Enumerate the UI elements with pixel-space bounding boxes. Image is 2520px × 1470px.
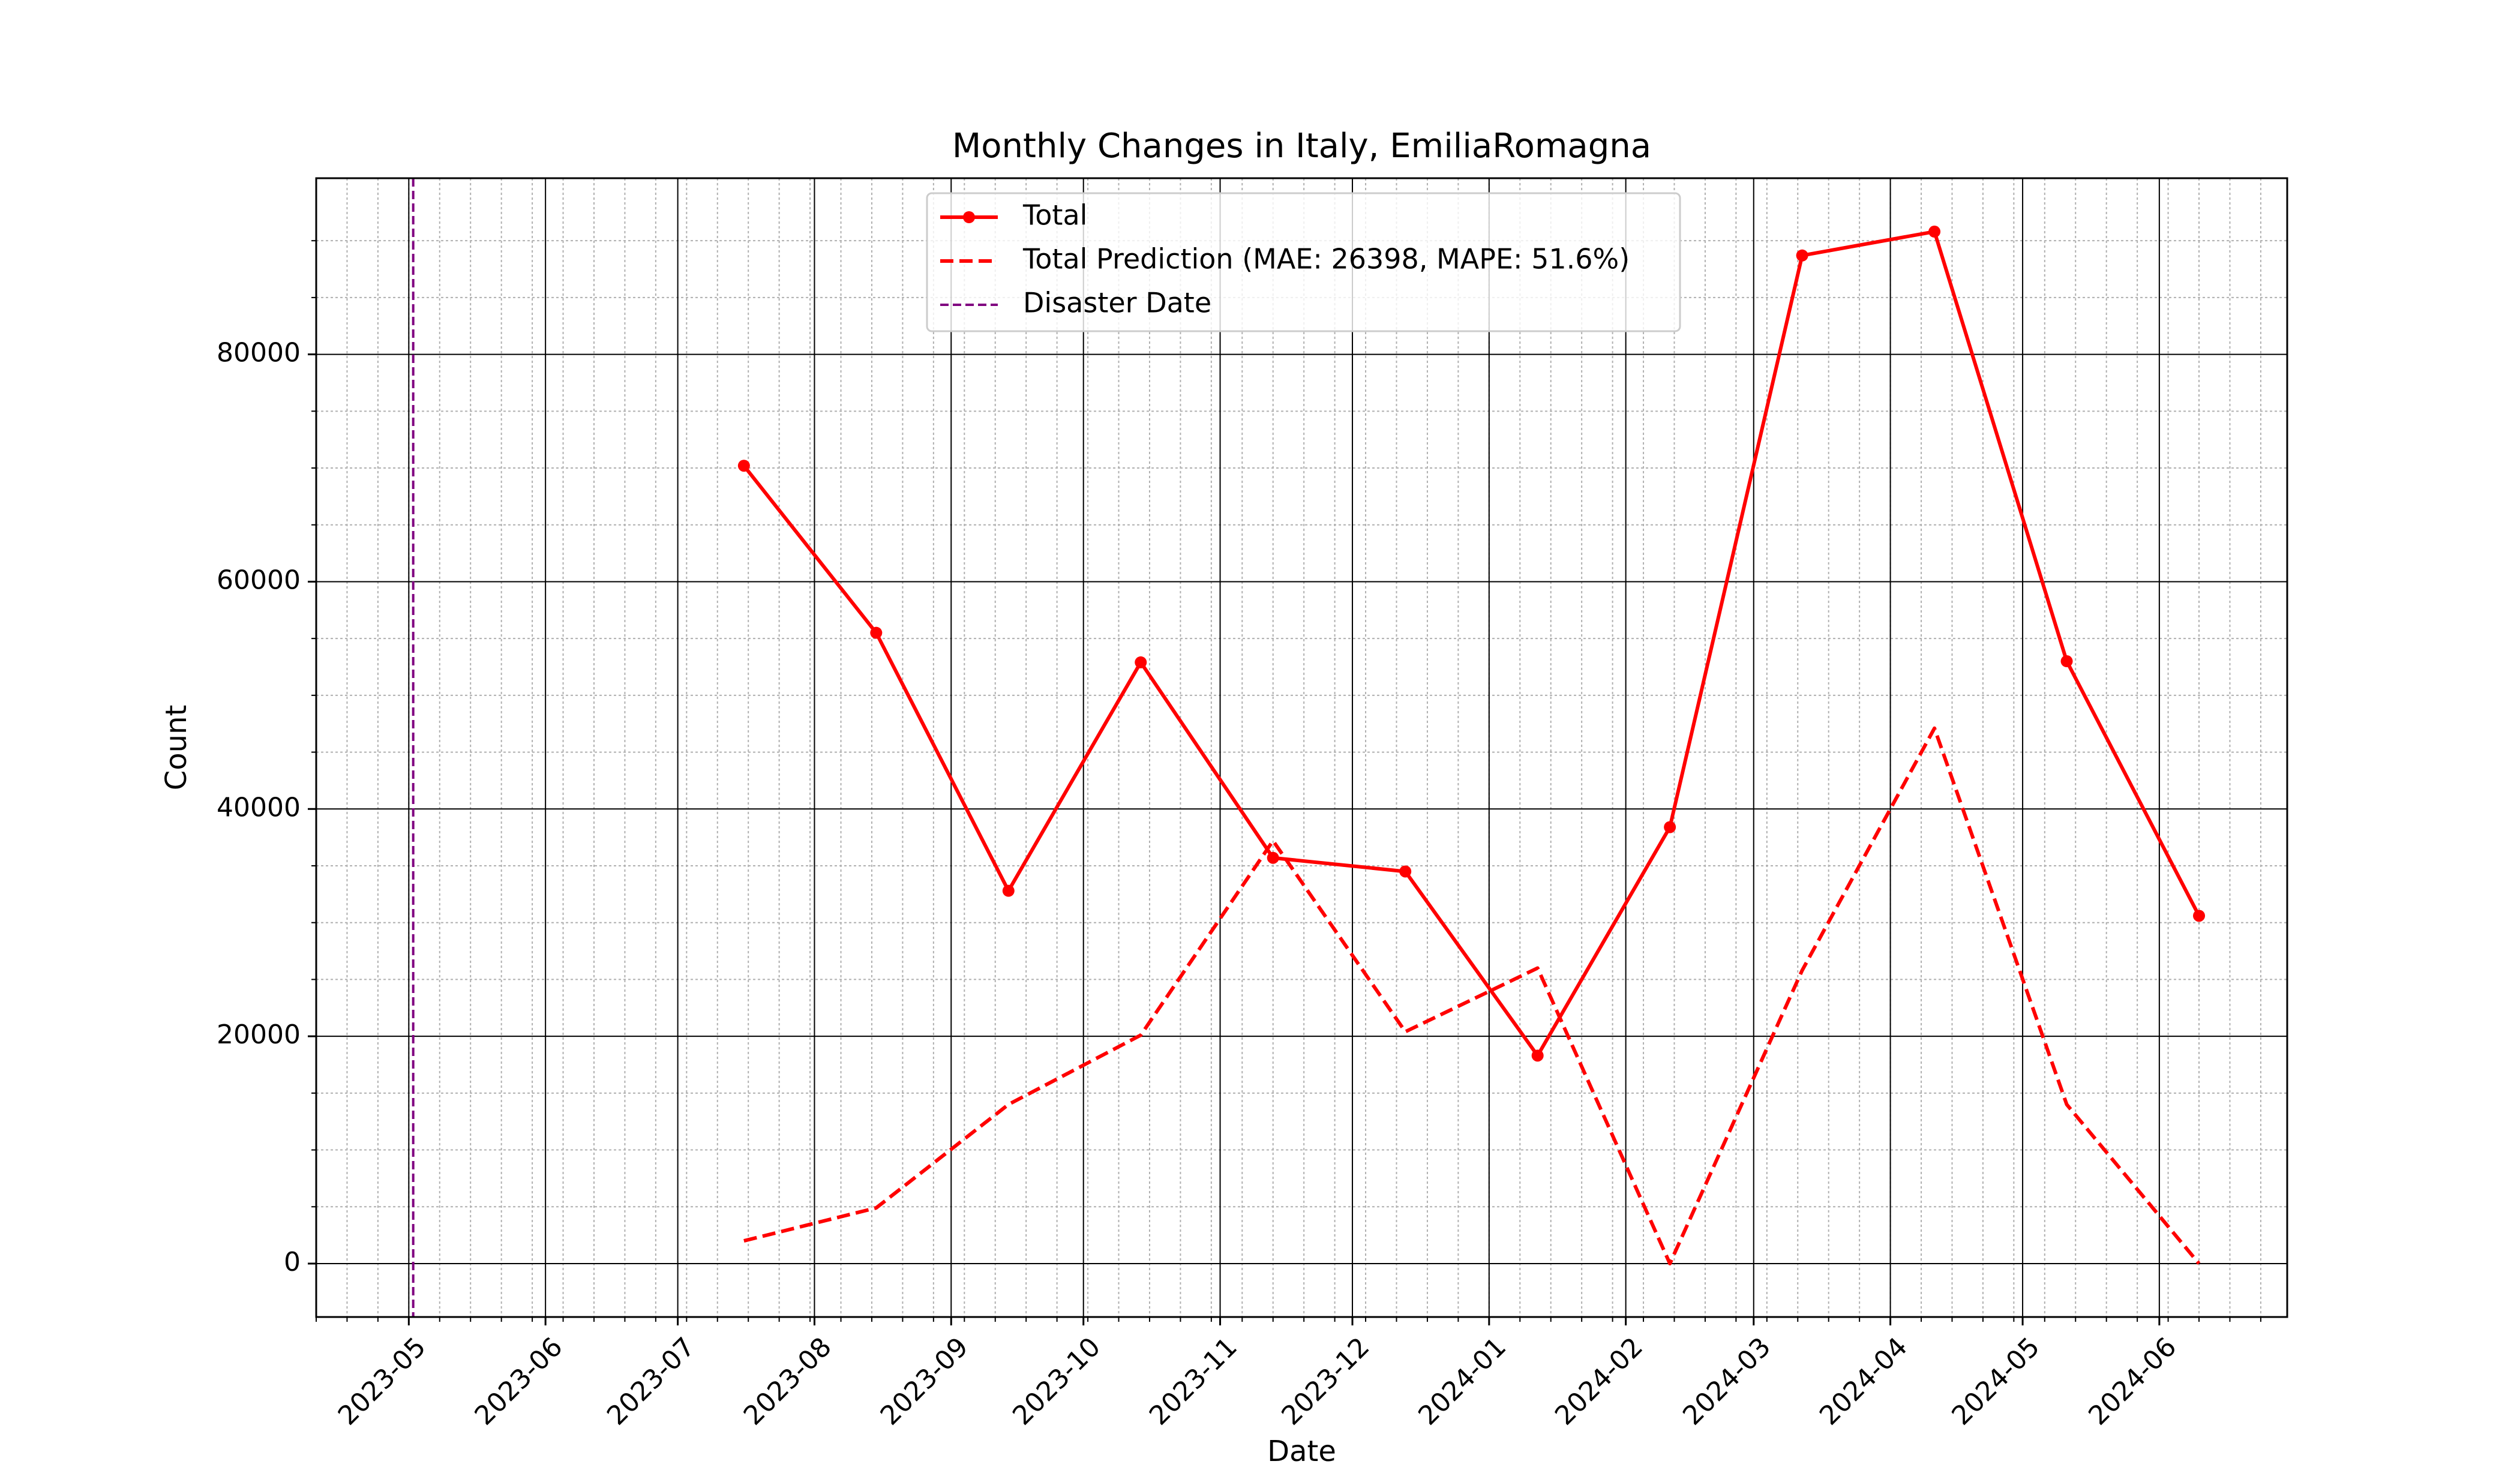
total-point (1796, 249, 1808, 262)
y-tick-label: 40000 (217, 792, 301, 823)
legend: Total Total Prediction (MAE: 26398, MAPE:… (926, 192, 1681, 332)
x-tick-label: 2024-01 (1412, 1331, 1512, 1431)
legend-total-marker (963, 211, 975, 223)
total-line (742, 230, 2201, 1058)
x-tick-label: 2024-04 (1814, 1331, 1913, 1431)
legend-total-label: Total (1022, 199, 1087, 232)
total-point (1002, 884, 1015, 897)
chart-title: Monthly Changes in Italy, EmiliaRomagna (952, 127, 1651, 166)
x-tick-label: 2024-02 (1549, 1331, 1649, 1431)
y-tick-label: 0 (284, 1247, 301, 1277)
minor-grid (316, 178, 2287, 1317)
x-tick-label: 2023-08 (738, 1331, 838, 1431)
x-tick-label: 2023-09 (875, 1331, 974, 1431)
axis-ticks: 2023-05 2023-06 2023-07 2023-08 2023-09 2023-… (217, 240, 2261, 1431)
legend-total-prediction-label: Total Prediction (MAE: 26398, MAPE: 51.6… (1022, 243, 1630, 275)
legend-disaster-date-label: Disaster Date (1023, 287, 1211, 319)
series-layer (412, 178, 2206, 1317)
total-prediction-line (743, 726, 2201, 1265)
y-tick-label: 60000 (217, 565, 301, 595)
x-tick-label: 2023-06 (469, 1331, 568, 1431)
total-point (1135, 656, 1147, 668)
x-axis-label: Date (1267, 1435, 1336, 1468)
plot-frame (315, 177, 2288, 1318)
total-point (2060, 655, 2073, 668)
x-tick-label: 2023-07 (601, 1331, 701, 1431)
x-tick-label: 2023-12 (1276, 1331, 1375, 1431)
x-tick-label: 2024-03 (1677, 1331, 1777, 1431)
x-tick-label: 2024-06 (2083, 1331, 2182, 1431)
total-point (2193, 910, 2206, 922)
total-point (737, 460, 750, 472)
y-axis-label: Count (160, 705, 193, 791)
total-point (1531, 1049, 1544, 1062)
x-tick-label: 2024-05 (1946, 1331, 2045, 1431)
total-point (1928, 226, 1941, 238)
total-point (1267, 851, 1279, 864)
x-tick-label: 2023-11 (1144, 1331, 1243, 1431)
legend-box (926, 192, 1681, 332)
y-tick-label: 80000 (217, 338, 301, 368)
total-point (1664, 821, 1676, 833)
total-point (1399, 865, 1412, 878)
y-tick-label: 20000 (217, 1019, 301, 1050)
x-tick-label: 2023-10 (1007, 1331, 1106, 1431)
major-grid (316, 178, 2287, 1317)
total-point (870, 626, 883, 639)
x-tick-label: 2023-05 (332, 1331, 432, 1431)
